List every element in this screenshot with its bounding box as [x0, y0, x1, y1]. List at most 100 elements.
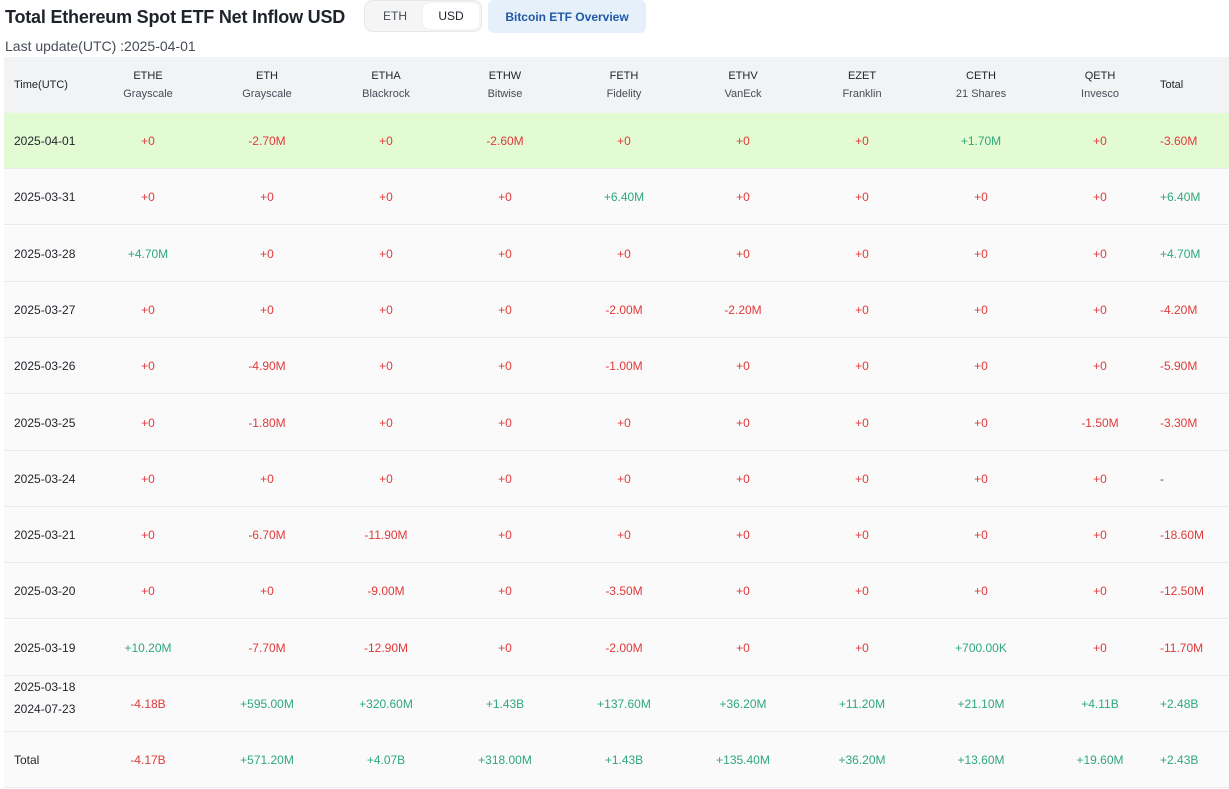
bitcoin-etf-overview-button[interactable]: Bitcoin ETF Overview — [488, 0, 646, 33]
header-ticker: FETH — [609, 70, 639, 82]
row-date-label: 2025-03-18 — [14, 680, 76, 694]
header-ezet: EZET Franklin — [804, 57, 920, 113]
row-date: 2025-03-31 — [14, 169, 75, 225]
header-ticker: ETHE — [133, 70, 163, 82]
row-date-label: 2025-03-31 — [14, 190, 76, 205]
row-date: 2025-03-28 — [14, 226, 75, 282]
cell-qeth: +0 — [1093, 471, 1107, 486]
cell-feth: +1.43B — [604, 753, 644, 768]
header-total: Total — [1160, 57, 1220, 113]
row-date: 2025-03-20 — [14, 563, 75, 619]
row-date: 2025-03-25 — [14, 395, 75, 451]
cell-eth: -2.70M — [248, 134, 286, 148]
header-etha: ETHA Blackrock — [328, 57, 444, 113]
toggle-eth-button[interactable]: ETH — [383, 9, 407, 23]
cell-total: -11.70M — [1160, 640, 1204, 655]
page-title: Total Ethereum Spot ETF Net Inflow USD — [5, 7, 346, 27]
cell-etha: -9.00M — [367, 584, 405, 599]
cell-ceth: +0 — [974, 415, 988, 430]
cell-ethv: -2.20M — [724, 302, 762, 317]
cell-ethv: +0 — [736, 471, 750, 486]
cell-ethe: +0 — [141, 415, 155, 430]
cell-ethv: +0 — [736, 415, 750, 430]
cell-total: -12.50M — [1160, 584, 1205, 599]
row-date-label: 2025-03-28 — [14, 246, 76, 261]
table-row: 2025-03-21 +0 -6.70M -11.90M +0 +0 +0 +0 +0 +0 -18… — [4, 507, 1229, 564]
cell-ethw: -2.60M — [486, 134, 524, 148]
header-ticker: CETH — [966, 70, 996, 82]
cell-ethv: +0 — [736, 640, 750, 655]
cell-total: -3.60M — [1160, 134, 1198, 148]
currency-toggle: ETH USD — [364, 0, 482, 32]
table-row: 2025-03-26 +0 -4.90M +0 +0 -1.00M +0 +0 +0 +0 -5.9… — [4, 338, 1229, 395]
cell-ceth: +1.70M — [960, 134, 1002, 148]
cell-ethe: +0 — [141, 359, 155, 374]
cell-ceth: +13.60M — [957, 753, 1005, 768]
header-qeth: QETH Invesco — [1042, 57, 1158, 113]
row-date: 2025-03-18 2024-07-23 — [14, 676, 75, 732]
cell-ezet: +0 — [855, 584, 869, 599]
cell-ethe: +0 — [141, 302, 155, 317]
cell-etha: +4.07B — [366, 753, 406, 768]
cell-ethw: +0 — [498, 584, 512, 599]
cell-qeth: +0 — [1093, 640, 1107, 655]
cell-qeth: +0 — [1093, 190, 1107, 205]
cell-feth: +137.60M — [597, 697, 651, 711]
etf-flow-table: Time(UTC) ETHE Grayscale ETH Grayscale ETHA Bl… — [4, 57, 1229, 789]
cell-ethe: +0 — [141, 528, 155, 543]
cell-feth: +6.40M — [603, 190, 645, 205]
toggle-usd-button[interactable]: USD — [423, 3, 479, 29]
cell-ezet: +11.20M — [838, 697, 886, 711]
cell-ezet: +0 — [855, 471, 869, 486]
cell-ethv: +0 — [736, 528, 750, 543]
header-total-label: Total — [1160, 79, 1184, 91]
cell-ceth: +0 — [974, 528, 988, 543]
cell-ethe: +4.70M — [127, 246, 169, 261]
cell-ceth: +0 — [974, 246, 988, 261]
row-date-label: 2025-03-27 — [14, 302, 76, 317]
header-ticker: ETHA — [371, 70, 401, 82]
cell-total: -4.20M — [1160, 302, 1198, 317]
cell-ethe: +10.20M — [124, 640, 172, 655]
header-ethw: ETHW Bitwise — [447, 57, 563, 113]
cell-ceth: +0 — [974, 302, 988, 317]
cell-eth: -7.70M — [248, 640, 286, 655]
cell-ethw: +0 — [498, 415, 512, 430]
table-row: 2025-04-01 +0 -2.70M +0 -2.60M +0 +0 +0 +1.70M +0… — [4, 113, 1229, 169]
cell-total: +4.70M — [1160, 246, 1201, 261]
row-date: 2025-03-19 — [14, 620, 75, 676]
cell-eth: +0 — [260, 246, 274, 261]
cell-total: +2.48B — [1160, 697, 1199, 711]
cell-eth: +0 — [260, 190, 274, 205]
cell-qeth: +0 — [1093, 302, 1107, 317]
cell-qeth: -1.50M — [1081, 415, 1119, 430]
cell-etha: +0 — [379, 471, 393, 486]
cell-etha: +0 — [379, 359, 393, 374]
cell-total: -3.30M — [1160, 415, 1198, 430]
cell-feth: +0 — [617, 246, 631, 261]
cell-eth: +0 — [260, 584, 274, 599]
row-date: 2025-03-27 — [14, 282, 75, 338]
cell-feth: +0 — [617, 528, 631, 543]
cell-ceth: +0 — [974, 471, 988, 486]
cell-eth: -4.90M — [248, 359, 286, 374]
cell-ezet: +0 — [855, 640, 869, 655]
cell-ethv: +0 — [736, 246, 750, 261]
cell-ezet: +0 — [855, 415, 869, 430]
row-date-end-label: 2024-07-23 — [14, 702, 76, 716]
header-ethe: ETHE Grayscale — [90, 57, 206, 113]
cell-ethe: -4.18B — [130, 697, 166, 711]
cell-etha: +0 — [379, 190, 393, 205]
cell-ceth: +0 — [974, 190, 988, 205]
cell-ceth: +0 — [974, 359, 988, 374]
last-update-text: Last update(UTC) :2025-04-01 — [5, 38, 196, 54]
cell-etha: +320.60M — [359, 697, 413, 711]
cell-feth: +0 — [617, 415, 631, 430]
cell-ethv: +36.20M — [719, 697, 767, 711]
cell-eth: +595.00M — [240, 697, 294, 711]
cell-total: -5.90M — [1160, 359, 1198, 374]
cell-etha: +0 — [379, 415, 393, 430]
cell-ethw: +0 — [498, 302, 512, 317]
cell-feth: -2.00M — [605, 302, 643, 317]
cell-total: +2.43B — [1160, 753, 1199, 768]
